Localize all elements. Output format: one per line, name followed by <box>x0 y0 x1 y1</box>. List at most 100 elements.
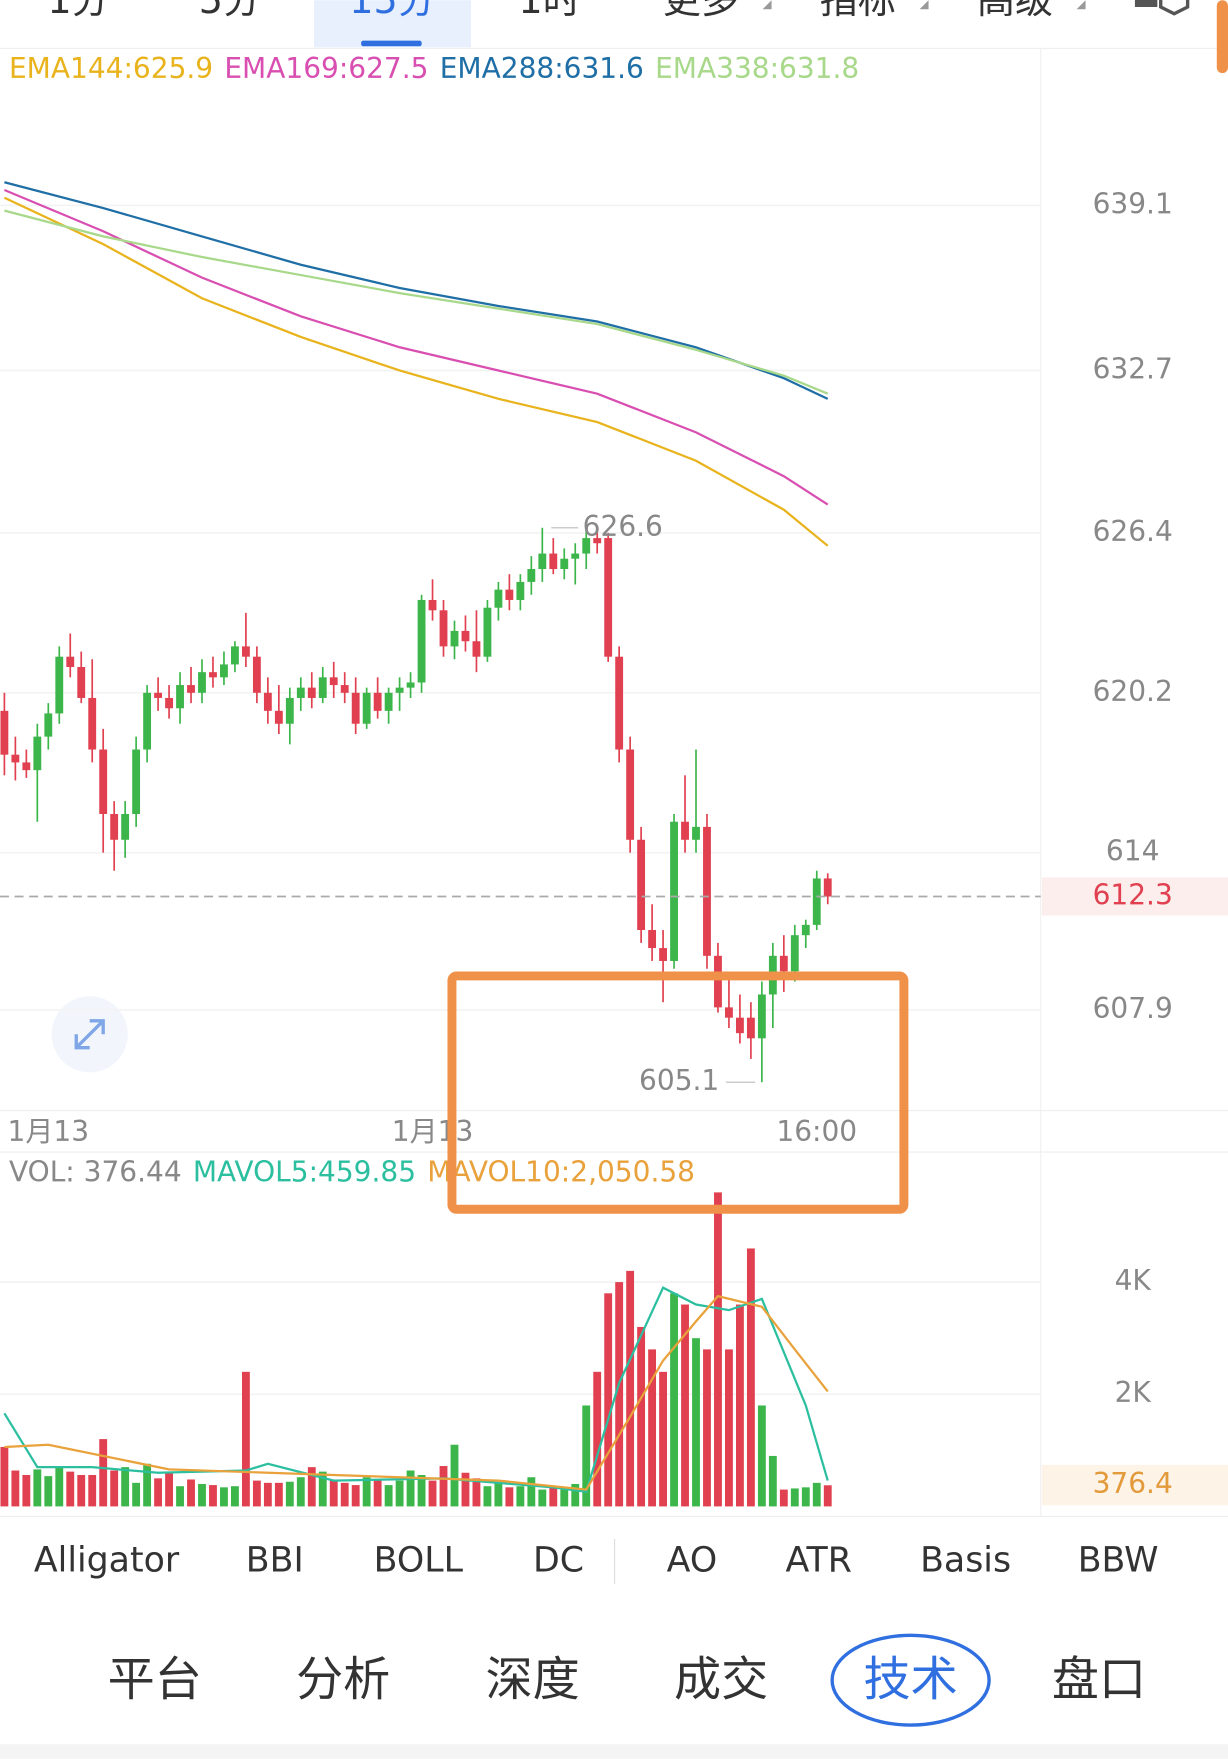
candle-body <box>176 685 184 709</box>
indicator-tab[interactable]: BBI <box>246 1540 304 1580</box>
nav-tab[interactable]: 分析 <box>296 1652 390 1707</box>
volume-bar <box>329 1479 338 1507</box>
last-price-label: 612.3 <box>1093 879 1173 912</box>
legend-entry: EMA144:625.9 <box>9 52 213 85</box>
y-tick-label: 632.7 <box>1093 352 1173 385</box>
timeframe-tab[interactable]: 15分 <box>349 0 436 22</box>
candle-body <box>198 672 206 693</box>
active-tab-indicator <box>361 40 422 47</box>
volume-bar <box>757 1405 766 1507</box>
nav-tab[interactable]: 技术 <box>864 1652 958 1707</box>
volume-bar <box>812 1482 821 1507</box>
expand-icon[interactable] <box>74 1019 105 1050</box>
volume-bar <box>494 1482 503 1507</box>
candle-body <box>483 607 492 657</box>
volume-bar <box>263 1482 272 1507</box>
candle-body <box>692 826 700 840</box>
indicator-tab[interactable]: Basis <box>920 1540 1011 1580</box>
volume-bar <box>714 1192 722 1507</box>
timeframe-tab[interactable]: 5分 <box>199 0 261 22</box>
candle-body <box>670 821 678 961</box>
candle-body <box>55 656 64 714</box>
volume-bar <box>165 1471 173 1507</box>
x-tick-label: 1月13 <box>8 1115 90 1148</box>
indicator-tab[interactable]: AO <box>667 1540 718 1580</box>
candle-body <box>735 1017 744 1034</box>
candle-body <box>746 1017 755 1039</box>
candle-body <box>252 656 261 693</box>
timeframe-tab[interactable]: 指标 <box>820 0 896 22</box>
timeframe-tab[interactable]: 更多 <box>663 0 739 22</box>
indicator-tab[interactable]: Alligator <box>34 1540 180 1580</box>
last-volume-bg <box>1041 1464 1228 1506</box>
candle-body <box>494 589 503 608</box>
volume-bar <box>790 1488 799 1507</box>
volume-bar <box>99 1439 108 1507</box>
volume-bar <box>571 1483 580 1507</box>
volume-bar <box>746 1248 755 1507</box>
nav-tab[interactable]: 深度 <box>486 1652 580 1707</box>
candle-body <box>362 692 371 724</box>
candle-body <box>549 553 558 570</box>
settings-icon[interactable] <box>1159 0 1190 16</box>
volume-bar <box>241 1371 250 1507</box>
candle-body <box>99 749 108 814</box>
volume-bar <box>274 1482 283 1507</box>
volume-bar <box>285 1481 294 1507</box>
candle-body <box>461 630 470 642</box>
indicator-tab[interactable]: ATR <box>785 1540 851 1580</box>
candle-body <box>428 599 437 611</box>
volume-bar <box>22 1474 31 1507</box>
settings-icon[interactable] <box>1134 0 1158 8</box>
dropdown-caret <box>1076 0 1086 10</box>
indicator-tab[interactable]: DC <box>533 1540 584 1580</box>
candle-body <box>384 692 393 711</box>
volume-bar <box>154 1478 163 1507</box>
candle-body <box>351 692 360 724</box>
candle-body <box>604 538 613 657</box>
volume-bar <box>296 1477 305 1507</box>
indicator-line <box>3 196 829 547</box>
nav-tab[interactable]: 盘口 <box>1052 1652 1146 1707</box>
candle-body <box>417 599 426 683</box>
candle-body <box>263 692 272 711</box>
volume-bar <box>604 1293 613 1507</box>
last-volume-label: 376.4 <box>1093 1467 1173 1500</box>
volume-bar <box>44 1476 53 1507</box>
candle-body <box>0 710 9 755</box>
candle-body <box>823 878 832 897</box>
volume-bar <box>88 1474 97 1507</box>
candle-body <box>307 687 316 698</box>
candle-body <box>77 667 86 698</box>
indicator-tab[interactable]: BOLL <box>374 1540 464 1580</box>
candle-body <box>132 749 141 814</box>
volume-bar <box>33 1469 42 1507</box>
volume-bar <box>505 1487 514 1507</box>
x-tick-label: 16:00 <box>776 1115 857 1148</box>
volume-bar <box>11 1470 20 1507</box>
candle-body <box>110 813 119 840</box>
volume-bar <box>527 1477 536 1507</box>
y-tick-label: 626.4 <box>1093 515 1173 548</box>
volume-bar <box>209 1485 217 1507</box>
indicator-tab[interactable]: BBW <box>1078 1540 1159 1580</box>
candle-body <box>33 736 42 771</box>
legend-entry: EMA338:631.8 <box>655 52 859 85</box>
timeframe-tab[interactable]: 高级 <box>977 0 1053 22</box>
volume-bar <box>143 1463 152 1507</box>
indicator-line <box>3 188 829 506</box>
timeframe-tab[interactable]: 1时 <box>518 0 580 22</box>
candle-body <box>637 839 646 931</box>
nav-tab[interactable]: 成交 <box>674 1652 768 1707</box>
candle-body <box>121 813 130 840</box>
volume-bar <box>231 1486 239 1507</box>
volume-bar <box>823 1485 832 1507</box>
y-tick-label: 639.1 <box>1093 187 1173 220</box>
timeframe-tab[interactable]: 1分 <box>47 0 109 22</box>
candle-body <box>571 553 580 559</box>
y-tick-label: 4K <box>1115 1264 1152 1297</box>
nav-tab[interactable]: 平台 <box>108 1652 202 1707</box>
volume-bar <box>692 1338 700 1507</box>
candle-body <box>406 682 415 688</box>
